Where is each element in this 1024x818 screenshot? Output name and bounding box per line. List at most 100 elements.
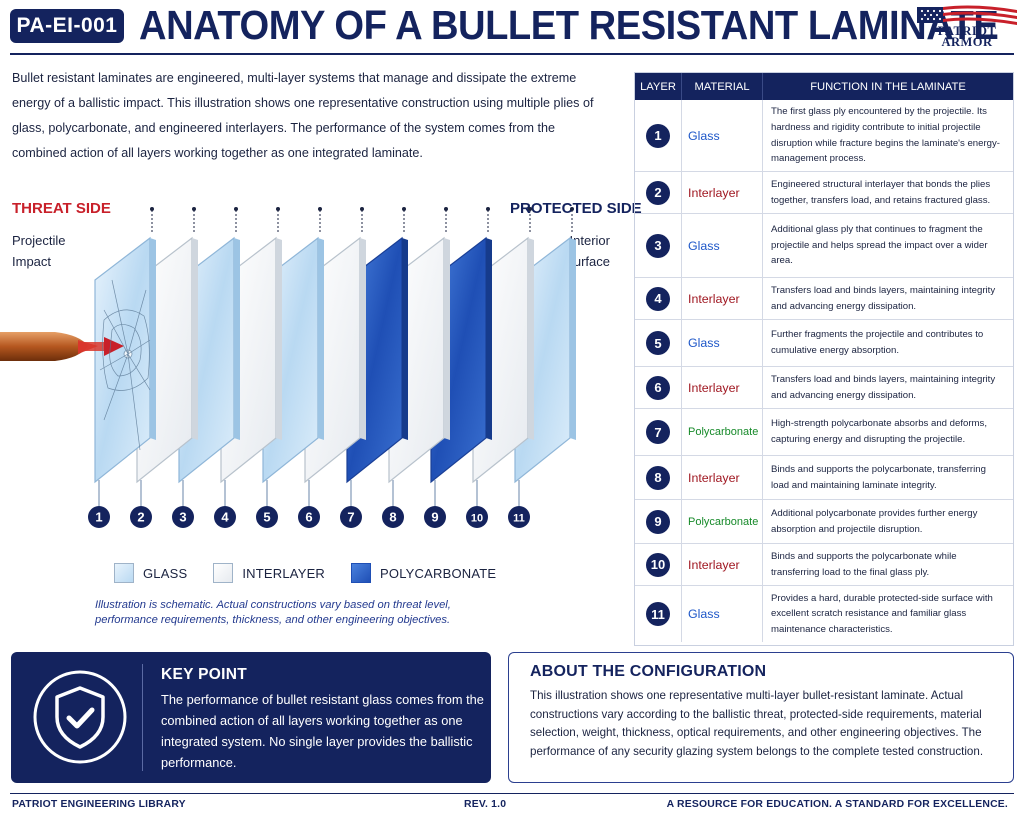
layer-badge-label: 9 [431,510,438,525]
pane-leader-dot [402,207,406,211]
layer-badge [508,506,530,528]
layer-badge [214,506,236,528]
table-row: 7 Polycarbonate High-strength polycarbonat… [635,409,1013,456]
pane-leader-dot [318,207,322,211]
about-text: This illustration shows one representati… [530,689,984,758]
pane-edge [150,238,156,440]
schematic-note: Illustration is schematic. Actual constr… [95,599,451,626]
pane-edge [192,238,198,440]
layer-number-badge: 11 [646,602,670,626]
layer-number-cell: 2 [635,172,682,213]
layer-number-badge: 10 [646,552,670,577]
about-title: ABOUT THE CONFIGURATION [530,663,767,680]
pane-leader-dot [528,207,532,211]
key-point-title: KEY POINT [161,666,247,683]
pane-leader-dot [570,207,574,211]
laminate-illustration: 11 10 9 8 7 6 5 4 3 2 1 [0,207,576,528]
pane-edge [444,238,450,440]
layer-badge-label: 1 [95,510,102,525]
footer-tagline: A RESOURCE FOR EDUCATION. A STANDARD FOR… [666,799,1008,810]
layer-number-cell: 6 [635,367,682,408]
page-title: ANATOMY OF A BULLET RESISTANT LAMINATE [139,2,999,48]
layer-badge-label: 8 [389,510,396,525]
layer-badge-label: 5 [263,510,270,525]
column-header-material: MATERIAL [682,73,763,100]
material-cell: Glass [682,320,763,366]
projectile-impact-label: Projectile Impact [12,233,66,269]
layer-badge [298,506,320,528]
pane-edge [486,238,492,440]
layer-number-cell: 9 [635,500,682,543]
legend-label-polycarbonate: POLYCARBONATE [380,565,497,581]
layer-badge-label: 11 [513,513,525,525]
function-cell: Binds and supports the polycarbonate whi… [771,550,957,578]
material-cell: Interlayer [682,367,763,408]
pane-leader-dot [192,207,196,211]
layer-number-cell: 4 [635,278,682,319]
footer-divider [10,793,1014,794]
table-row: 4 Interlayer Transfers load and binds laye… [635,278,1013,320]
layer-badge [88,506,110,528]
layer-badge-label: 4 [221,510,229,525]
function-cell: Further fragments the projectile and con… [771,329,984,356]
layer-badge [466,506,488,528]
material-cell: Polycarbonate [682,409,763,455]
layer-badge [130,506,152,528]
layer-badge [172,506,194,528]
table-row: 6 Interlayer Transfers load and binds laye… [635,367,1013,409]
key-point-panel: KEY POINT The performance of bullet resi… [11,652,491,783]
pane-edge [360,238,366,440]
layer-badge [340,506,362,528]
column-header-layer: LAYER [635,73,682,100]
flag-icon [917,5,1017,25]
layer-number-badge: 4 [646,286,670,311]
layer-badge-label: 3 [179,510,186,525]
pane-edge [318,238,324,440]
material-cell: Interlayer [682,456,763,499]
pane-edge [402,238,408,440]
table-row: 11 Glass Provides a hard, durable protecte… [635,586,1013,642]
layer-number-cell: 5 [635,320,682,366]
material-cell: Glass [682,100,763,171]
pane-leader-dot [444,207,448,211]
legend-label-glass: GLASS [143,565,188,581]
function-cell: Binds and supports the polycarbonate, tr… [771,463,986,491]
layer-number-cell: 10 [635,544,682,585]
layer-badge [424,506,446,528]
layer-number-badge: 1 [646,123,670,148]
layers-table: LAYER MATERIAL FUNCTION IN THE LAMINATE … [634,72,1014,646]
function-cell: Engineered structural interlayer that bo… [771,178,991,206]
threat-side-label: THREAT SIDE [12,200,111,217]
document-id-badge: PA-EI-001 [10,9,124,43]
layer-number-badge: 8 [646,465,670,490]
layer-number-cell: 1 [635,100,682,171]
interior-surface-label: Interior Surface [565,233,610,269]
pane-leader-dot [150,207,154,211]
column-header-function: FUNCTION IN THE LAMINATE [810,80,966,93]
layer-badge-label: 10 [471,513,483,525]
table-header: LAYER MATERIAL FUNCTION IN THE LAMINATE [635,73,1013,100]
pane-edge [276,238,282,440]
logo-text-patriot: PATRIOT [937,24,997,38]
layer-number-cell: 8 [635,456,682,499]
pane-leader-dot [360,207,364,211]
material-cell: Glass [682,586,763,642]
layer-number-badge: 7 [646,420,670,444]
interlayer-swatch [213,563,234,583]
layer-badge-label: 6 [305,510,312,525]
legend-item-interlayer: INTERLAYER [213,563,325,583]
footer-revision: REV. 1.0 [464,799,507,810]
material-cell: Polycarbonate [682,500,763,543]
layer-number-badge: 2 [646,180,670,205]
about-configuration-panel: ABOUT THE CONFIGURATION This illustratio… [508,652,1014,783]
function-cell: Additional glass ply that continues to f… [771,224,988,267]
layer-number-cell: 7 [635,409,682,455]
material-cell: Interlayer [682,172,763,213]
layer-badge [382,506,404,528]
patriot-armor-logo: PATRIOT ARMOR [915,4,1019,50]
key-point-text: The performance of bullet resistant glas… [161,692,484,770]
function-cell: Transfers load and binds layers, maintai… [771,373,996,401]
key-point-divider [142,664,143,771]
layer-number-badge: 3 [646,233,670,258]
material-cell: Glass [682,214,763,277]
